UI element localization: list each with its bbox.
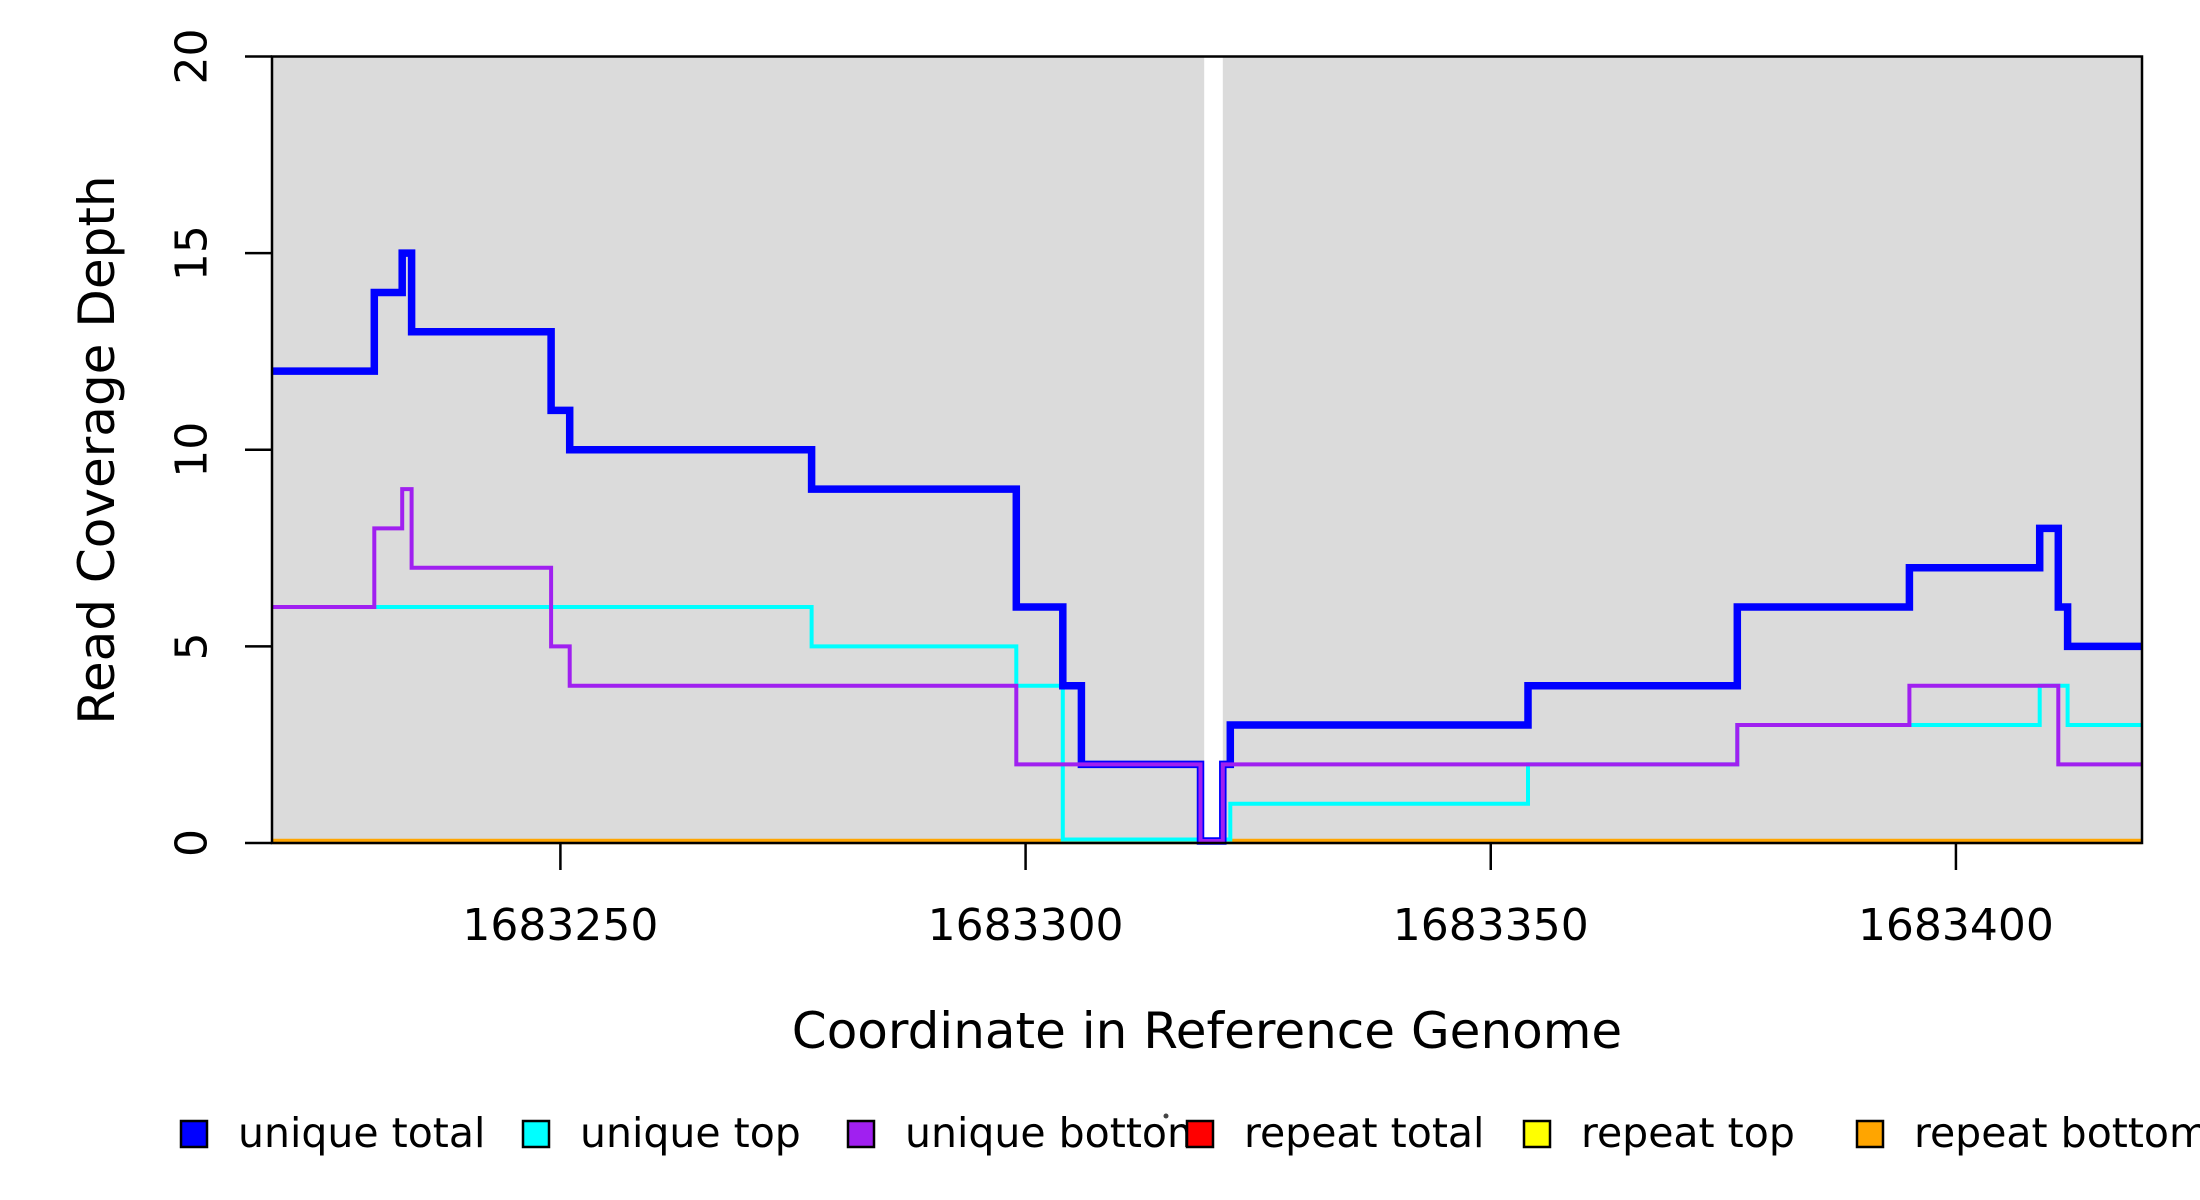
masked-gap-region xyxy=(1204,57,1223,842)
legend-label-repeat-bottom: repeat bottom xyxy=(1914,1109,2200,1157)
y-tick-label: 10 xyxy=(167,422,218,478)
x-tick-label: 1683350 xyxy=(1393,900,1589,951)
legend-label-unique-top: unique top xyxy=(580,1109,801,1157)
x-axis-title: Coordinate in Reference Genome xyxy=(791,1002,1623,1060)
legend-label-repeat-total: repeat total xyxy=(1244,1109,1484,1157)
x-tick-label: 1683300 xyxy=(928,900,1124,951)
speck-artifact xyxy=(1163,1113,1169,1119)
legend-swatch-repeat-top xyxy=(1522,1119,1552,1149)
x-tick-label: 1683400 xyxy=(1858,900,2054,951)
y-tick-label: 20 xyxy=(167,29,218,85)
legend-label-unique-total: unique total xyxy=(238,1109,485,1157)
coverage-line-unique-bottom xyxy=(272,487,2142,843)
y-tick-label: 5 xyxy=(167,632,218,660)
x-tick-label: 1683250 xyxy=(462,900,658,951)
legend-swatch-unique-total xyxy=(179,1119,209,1149)
y-tick-label: 15 xyxy=(167,225,218,281)
legend-swatch-repeat-total xyxy=(1185,1119,1215,1149)
legend-swatch-unique-top xyxy=(521,1119,551,1149)
y-tick-label: 0 xyxy=(167,829,218,857)
legend-label-repeat-top: repeat top xyxy=(1581,1109,1795,1157)
legend-swatch-repeat-bottom xyxy=(1855,1119,1885,1149)
y-axis-title: Read Coverage Depth xyxy=(68,175,126,725)
legend-label-unique-bottom: unique bottom xyxy=(905,1109,1207,1157)
legend-swatch-unique-bottom xyxy=(846,1119,876,1149)
